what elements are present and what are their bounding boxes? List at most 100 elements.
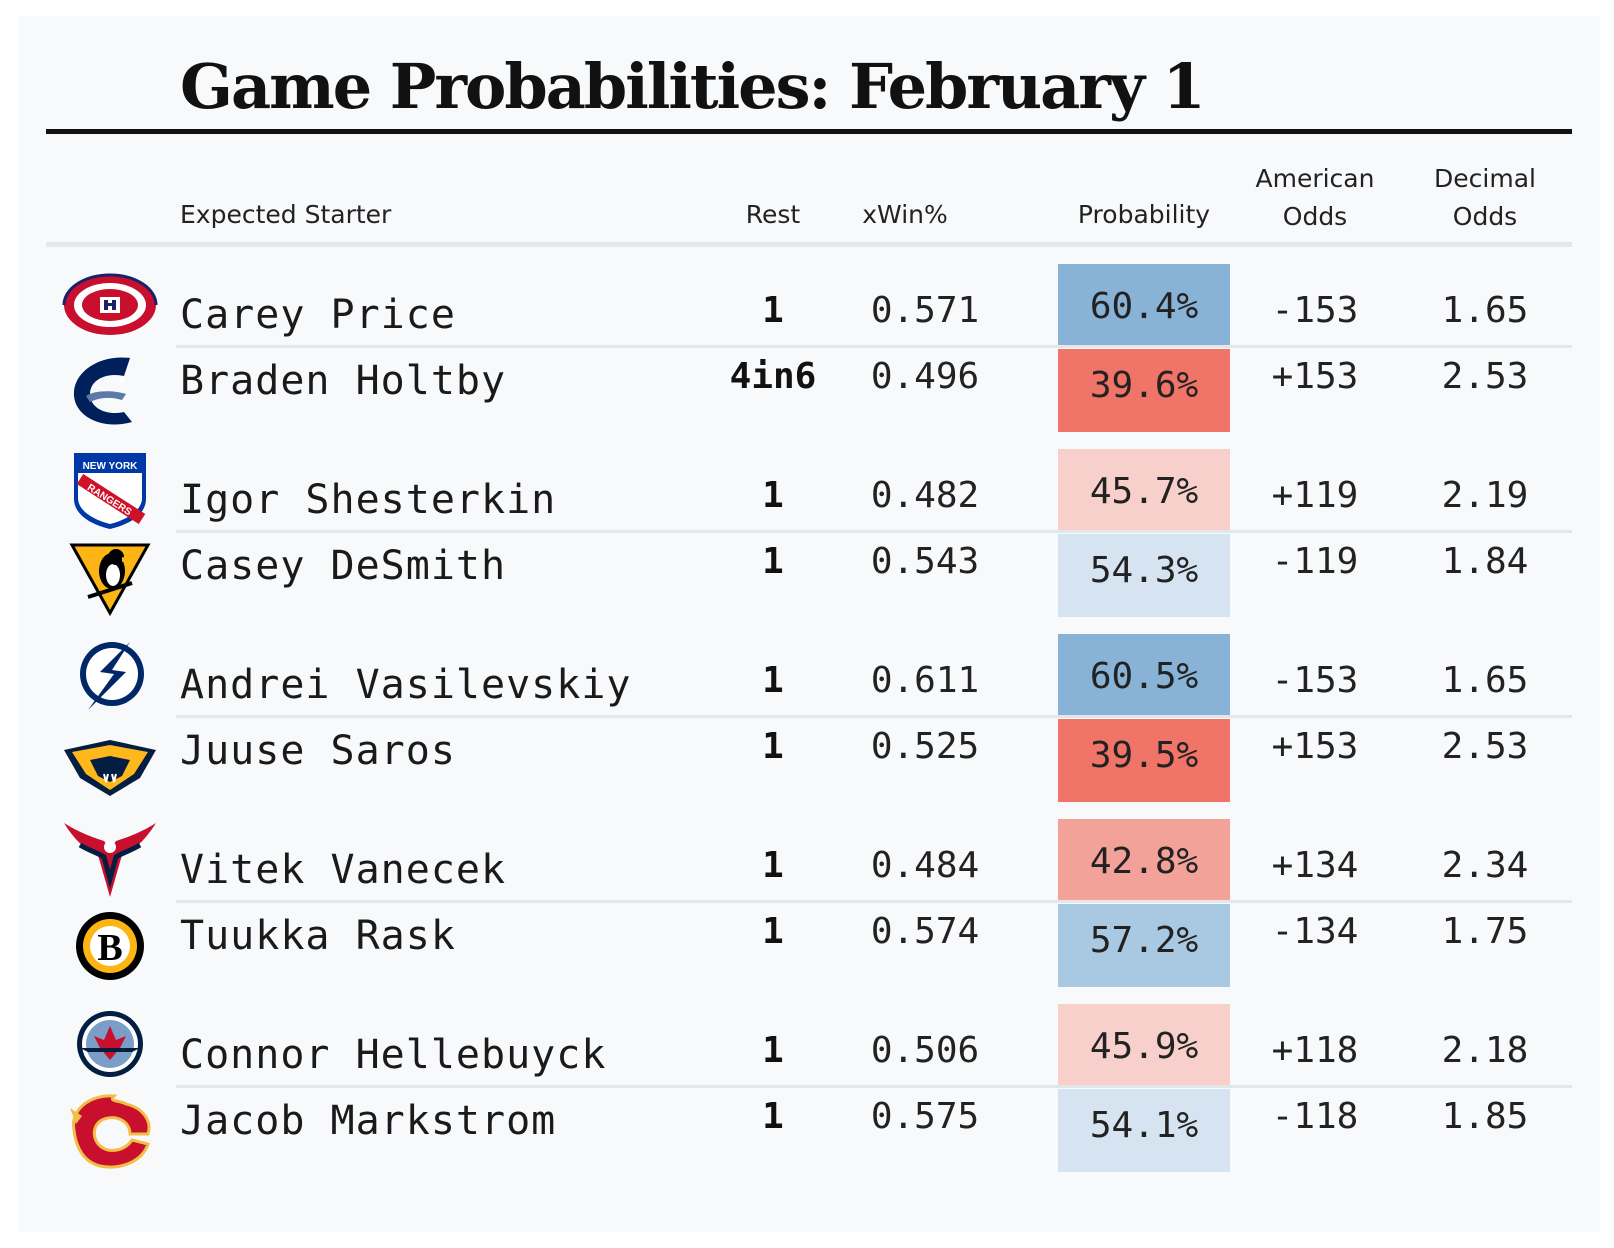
xwin-value: 0.482	[870, 475, 980, 516]
xwin-value: 0.571	[870, 290, 980, 331]
decimal-odds-value: 2.53	[1441, 356, 1529, 397]
rest-value: 1	[762, 290, 784, 331]
probability-value: 45.9%	[1089, 1026, 1199, 1067]
player-name: Carey Price	[180, 292, 456, 338]
row-separator	[176, 900, 1572, 903]
svg-text:B: B	[97, 927, 122, 969]
american-odds-value: +118	[1271, 1030, 1359, 1071]
probability-cell: 42.8%	[1058, 819, 1230, 902]
player-name: Vitek Vanecek	[180, 847, 507, 893]
decimal-odds-value: 1.84	[1441, 541, 1529, 582]
page-title: Game Probabilities: February 1	[180, 50, 1206, 123]
probability-cell: 60.5%	[1058, 634, 1230, 717]
player-name: Tuukka Rask	[180, 913, 456, 959]
american-odds-value: +153	[1271, 356, 1359, 397]
row-separator	[176, 345, 1572, 348]
decimal-odds-value: 2.53	[1441, 726, 1529, 767]
rangers-logo-icon: NEW YORK RANGERS	[60, 449, 160, 531]
header-decimal-line1: Decimal	[1434, 164, 1536, 193]
table-panel	[18, 16, 1600, 1232]
rest-value: 4in6	[729, 356, 817, 397]
american-odds-value: -118	[1271, 1096, 1359, 1137]
probability-cell: 45.7%	[1058, 449, 1230, 532]
probability-value: 60.5%	[1089, 656, 1199, 697]
xwin-value: 0.543	[870, 541, 980, 582]
rest-value: 1	[762, 475, 784, 516]
xwin-value: 0.525	[870, 726, 980, 767]
row-separator	[176, 530, 1572, 533]
decimal-odds-value: 2.34	[1441, 845, 1529, 886]
american-odds-value: -119	[1271, 541, 1359, 582]
american-odds-value: -134	[1271, 911, 1359, 952]
probability-value: 54.1%	[1089, 1105, 1199, 1146]
title-rule	[46, 129, 1572, 134]
rest-value: 1	[762, 1030, 784, 1071]
header-expected-starter: Expected Starter	[180, 200, 392, 229]
probability-cell: 39.6%	[1058, 349, 1230, 432]
row-separator	[176, 715, 1572, 718]
row-separator	[176, 1085, 1572, 1088]
probability-cell: 54.1%	[1058, 1089, 1230, 1172]
probability-cell: 54.3%	[1058, 534, 1230, 617]
rest-value: 1	[762, 911, 784, 952]
header-probability: Probability	[1077, 200, 1211, 229]
player-name: Andrei Vasilevskiy	[180, 662, 632, 708]
probability-value: 39.6%	[1089, 365, 1199, 406]
american-odds-value: +134	[1271, 845, 1359, 886]
header-american-line2: Odds	[1282, 202, 1348, 231]
capitals-logo-icon	[60, 819, 160, 901]
header-decimal-odds: Decimal Odds	[1410, 160, 1560, 236]
player-name: Casey DeSmith	[180, 543, 507, 589]
canucks-logo-icon	[60, 350, 160, 432]
player-name: Braden Holtby	[180, 358, 507, 404]
decimal-odds-value: 1.65	[1441, 290, 1529, 331]
rest-value: 1	[762, 1096, 784, 1137]
penguins-logo-icon	[60, 535, 160, 617]
xwin-value: 0.575	[870, 1096, 980, 1137]
header-american-line1: American	[1255, 164, 1375, 193]
header-decimal-line2: Odds	[1452, 202, 1518, 231]
xwin-value: 0.484	[870, 845, 980, 886]
header-american-odds: American Odds	[1240, 160, 1390, 236]
probability-value: 42.8%	[1089, 841, 1199, 882]
jets-logo-icon	[60, 1004, 160, 1086]
xwin-value: 0.611	[870, 660, 980, 701]
probability-value: 39.5%	[1089, 735, 1199, 776]
lightning-logo-icon	[60, 634, 160, 716]
header-rule	[46, 242, 1572, 247]
canadiens-logo-icon	[60, 264, 160, 346]
xwin-value: 0.496	[870, 356, 980, 397]
header-rest: Rest	[745, 200, 801, 229]
american-odds-value: -153	[1271, 660, 1359, 701]
svg-text:NEW YORK: NEW YORK	[83, 461, 139, 472]
header-xwin: xWin%	[862, 200, 948, 229]
player-name: Connor Hellebuyck	[180, 1032, 607, 1078]
rest-value: 1	[762, 726, 784, 767]
flames-logo-icon	[60, 1090, 160, 1172]
decimal-odds-value: 1.85	[1441, 1096, 1529, 1137]
decimal-odds-value: 1.75	[1441, 911, 1529, 952]
xwin-value: 0.574	[870, 911, 980, 952]
player-name: Jacob Markstrom	[180, 1098, 557, 1144]
rest-value: 1	[762, 541, 784, 582]
rest-value: 1	[762, 660, 784, 701]
probability-value: 45.7%	[1089, 471, 1199, 512]
probability-value: 54.3%	[1089, 550, 1199, 591]
american-odds-value: +153	[1271, 726, 1359, 767]
probability-cell: 57.2%	[1058, 904, 1230, 987]
probability-cell: 45.9%	[1058, 1004, 1230, 1087]
probability-cell: 39.5%	[1058, 719, 1230, 802]
probability-value: 60.4%	[1089, 286, 1199, 327]
decimal-odds-value: 2.19	[1441, 475, 1529, 516]
xwin-value: 0.506	[870, 1030, 980, 1071]
player-name: Igor Shesterkin	[180, 477, 557, 523]
decimal-odds-value: 1.65	[1441, 660, 1529, 701]
rest-value: 1	[762, 845, 784, 886]
bruins-logo-icon: B	[60, 905, 160, 987]
predators-logo-icon	[60, 720, 160, 802]
decimal-odds-value: 2.18	[1441, 1030, 1529, 1071]
player-name: Juuse Saros	[180, 728, 456, 774]
probability-cell: 60.4%	[1058, 264, 1230, 347]
american-odds-value: -153	[1271, 290, 1359, 331]
american-odds-value: +119	[1271, 475, 1359, 516]
